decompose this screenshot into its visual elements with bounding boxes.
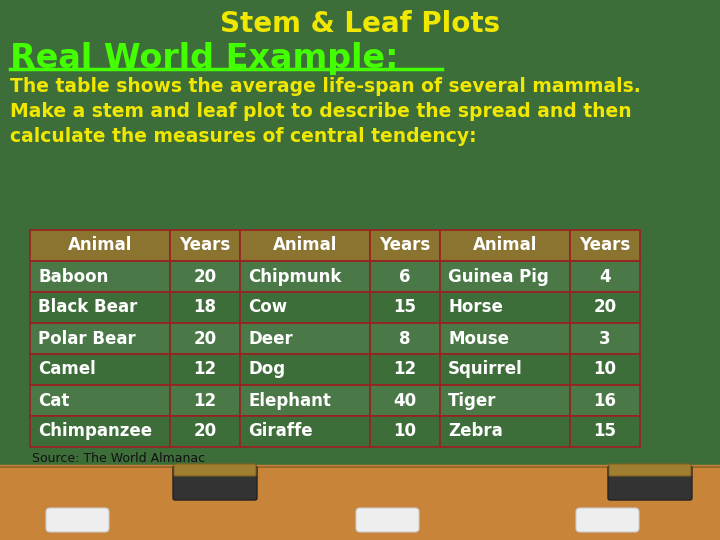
Bar <box>440 292 570 323</box>
FancyBboxPatch shape <box>576 508 639 532</box>
FancyBboxPatch shape <box>174 464 256 476</box>
Text: Chimpanzee: Chimpanzee <box>38 422 152 441</box>
Text: Years: Years <box>379 237 431 254</box>
Text: 4: 4 <box>599 267 611 286</box>
Text: Squirrel: Squirrel <box>448 361 523 379</box>
Text: 8: 8 <box>400 329 410 348</box>
Text: Stem & Leaf Plots: Stem & Leaf Plots <box>220 10 500 38</box>
Text: Cat: Cat <box>38 392 69 409</box>
Text: Chipmunk: Chipmunk <box>248 267 341 286</box>
Text: 20: 20 <box>593 299 616 316</box>
Text: calculate the measures of central tendency:: calculate the measures of central tenden… <box>10 127 477 146</box>
FancyBboxPatch shape <box>356 508 419 532</box>
Text: Mouse: Mouse <box>448 329 509 348</box>
Text: 10: 10 <box>394 422 416 441</box>
Text: 15: 15 <box>593 422 616 441</box>
Text: 12: 12 <box>393 361 417 379</box>
Text: Camel: Camel <box>38 361 96 379</box>
Bar <box>30 230 170 261</box>
Text: 12: 12 <box>194 361 217 379</box>
Bar <box>570 261 640 292</box>
Text: Years: Years <box>580 237 631 254</box>
Bar <box>570 354 640 385</box>
Bar <box>30 354 170 385</box>
Bar <box>30 261 170 292</box>
Bar <box>170 323 240 354</box>
FancyBboxPatch shape <box>608 466 692 500</box>
Bar <box>240 354 370 385</box>
Bar <box>170 292 240 323</box>
Text: 20: 20 <box>194 329 217 348</box>
Bar <box>370 323 440 354</box>
Text: 12: 12 <box>194 392 217 409</box>
Text: Horse: Horse <box>448 299 503 316</box>
Text: 18: 18 <box>194 299 217 316</box>
Bar <box>240 323 370 354</box>
Bar <box>170 416 240 447</box>
Bar <box>170 261 240 292</box>
Bar <box>570 292 640 323</box>
Bar <box>170 385 240 416</box>
Text: 10: 10 <box>593 361 616 379</box>
Bar <box>240 385 370 416</box>
Bar <box>570 230 640 261</box>
Text: Elephant: Elephant <box>248 392 331 409</box>
Bar <box>370 261 440 292</box>
FancyBboxPatch shape <box>173 466 257 500</box>
Bar <box>440 230 570 261</box>
Bar <box>370 292 440 323</box>
Text: 20: 20 <box>194 267 217 286</box>
Bar <box>30 323 170 354</box>
Bar <box>240 416 370 447</box>
FancyBboxPatch shape <box>609 464 691 476</box>
Text: Polar Bear: Polar Bear <box>38 329 136 348</box>
Text: Guinea Pig: Guinea Pig <box>448 267 549 286</box>
Bar <box>0 465 720 540</box>
Bar <box>570 416 640 447</box>
Text: The table shows the average life-span of several mammals.: The table shows the average life-span of… <box>10 77 641 96</box>
Bar <box>570 385 640 416</box>
Text: Make a stem and leaf plot to describe the spread and then: Make a stem and leaf plot to describe th… <box>10 102 631 121</box>
Text: Baboon: Baboon <box>38 267 109 286</box>
Bar <box>440 385 570 416</box>
Text: 16: 16 <box>593 392 616 409</box>
Text: Cow: Cow <box>248 299 287 316</box>
Text: Giraffe: Giraffe <box>248 422 312 441</box>
Bar <box>370 416 440 447</box>
Bar <box>30 385 170 416</box>
Text: 6: 6 <box>400 267 410 286</box>
Text: Tiger: Tiger <box>448 392 497 409</box>
Text: Zebra: Zebra <box>448 422 503 441</box>
Text: 40: 40 <box>393 392 417 409</box>
Text: 20: 20 <box>194 422 217 441</box>
FancyBboxPatch shape <box>46 508 109 532</box>
Text: Years: Years <box>179 237 230 254</box>
Bar <box>30 292 170 323</box>
Bar <box>370 385 440 416</box>
Text: Dog: Dog <box>248 361 285 379</box>
Bar <box>30 416 170 447</box>
Text: Deer: Deer <box>248 329 293 348</box>
Text: Animal: Animal <box>473 237 537 254</box>
Text: 3: 3 <box>599 329 611 348</box>
Bar <box>170 230 240 261</box>
Text: Source: The World Almanac: Source: The World Almanac <box>32 452 205 465</box>
Bar <box>240 230 370 261</box>
Bar <box>240 261 370 292</box>
Bar <box>170 354 240 385</box>
Text: Animal: Animal <box>68 237 132 254</box>
Bar <box>440 354 570 385</box>
Bar <box>240 292 370 323</box>
Bar <box>440 323 570 354</box>
Bar <box>370 230 440 261</box>
Bar <box>440 416 570 447</box>
Text: Animal: Animal <box>273 237 337 254</box>
Text: Real World Example:: Real World Example: <box>10 42 398 75</box>
Text: Black Bear: Black Bear <box>38 299 138 316</box>
Text: 15: 15 <box>394 299 416 316</box>
Bar <box>570 323 640 354</box>
Bar <box>370 354 440 385</box>
Bar <box>440 261 570 292</box>
